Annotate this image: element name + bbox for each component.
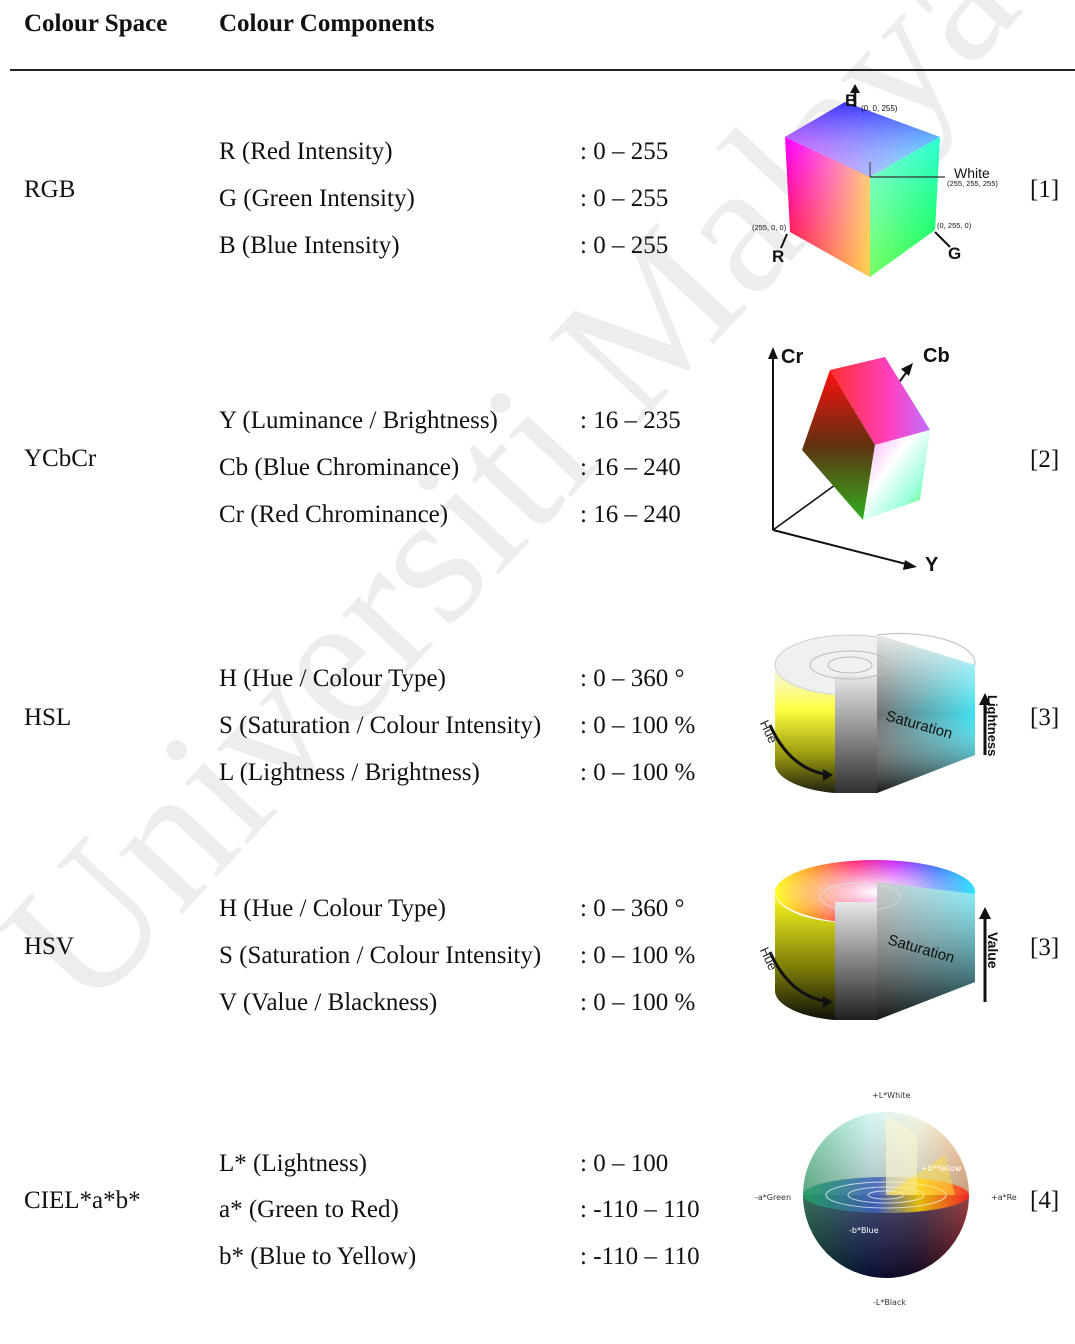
component-label: V (Value / Blackness) bbox=[219, 989, 438, 1016]
component-label: H (Hue / Colour Type) bbox=[219, 665, 446, 692]
axis-y-label: Y bbox=[925, 554, 939, 576]
white-label: White bbox=[954, 165, 990, 181]
component-range: : 0 – 100 % bbox=[580, 712, 696, 739]
reference: [3] bbox=[1030, 704, 1060, 731]
component-label: Cr (Red Chrominance) bbox=[219, 501, 449, 528]
component-label: S (Saturation / Colour Intensity) bbox=[219, 942, 542, 969]
component-label: Y (Luminance / Brightness) bbox=[219, 407, 498, 434]
component-range: : 16 – 235 bbox=[580, 407, 681, 434]
white-coord-label: (255, 255, 255) bbox=[947, 179, 998, 188]
hsl-cylinder-figure: Hue Saturation Lightness bbox=[757, 633, 1000, 793]
axis-g-label: G bbox=[948, 244, 961, 263]
space-name: HSL bbox=[24, 704, 72, 731]
component-label: L (Lightness / Brightness) bbox=[219, 759, 480, 786]
component-range: : 0 – 100 bbox=[580, 1150, 669, 1177]
component-label: B (Blue Intensity) bbox=[219, 232, 400, 259]
a-red-label: +a*Re bbox=[991, 1193, 1017, 1202]
space-name: CIEL*a*b* bbox=[24, 1187, 141, 1214]
value-label: Value bbox=[985, 932, 1001, 969]
hsv-cylinder-figure: Hue Saturation Value bbox=[757, 860, 1001, 1020]
component-label: a* (Green to Red) bbox=[219, 1196, 399, 1223]
header-colour-space: Colour Space bbox=[24, 10, 168, 37]
component-label: H (Hue / Colour Type) bbox=[219, 895, 446, 922]
component-range: : 0 – 255 bbox=[580, 232, 669, 259]
component-label: G (Green Intensity) bbox=[219, 185, 415, 212]
component-label: L* (Lightness) bbox=[219, 1150, 367, 1177]
b-yellow-label: +b*Yellow bbox=[921, 1164, 962, 1173]
component-range: : 0 – 360 ° bbox=[580, 665, 685, 692]
component-range: : 0 – 100 % bbox=[580, 989, 696, 1016]
r-coord-label: (255, 0, 0) bbox=[752, 223, 787, 232]
reference: [2] bbox=[1030, 446, 1060, 473]
component-label: R (Red Intensity) bbox=[219, 138, 393, 165]
component-label: Cb (Blue Chrominance) bbox=[219, 454, 460, 481]
component-range: : -110 – 110 bbox=[580, 1196, 700, 1223]
a-green-label: -a*Green bbox=[755, 1193, 791, 1202]
axis-r-label: R bbox=[772, 247, 784, 266]
component-range: : 0 – 100 % bbox=[580, 759, 696, 786]
axis-cr-label: Cr bbox=[781, 346, 803, 368]
component-label: S (Saturation / Colour Intensity) bbox=[219, 712, 542, 739]
component-range: : 16 – 240 bbox=[580, 454, 681, 481]
reference: [4] bbox=[1030, 1187, 1060, 1214]
component-range: : 0 – 360 ° bbox=[580, 895, 685, 922]
space-name: RGB bbox=[24, 176, 76, 203]
component-label: b* (Blue to Yellow) bbox=[219, 1243, 417, 1270]
space-name: HSV bbox=[24, 933, 75, 960]
cielab-sphere-figure: +L*White -a*Green +a*Re +b*Yellow -b*Blu… bbox=[755, 1091, 1017, 1307]
l-black-label: -L*Black bbox=[873, 1298, 906, 1307]
axis-b-label: B bbox=[845, 91, 857, 110]
header-colour-components: Colour Components bbox=[219, 10, 435, 37]
header-rule bbox=[10, 69, 1075, 71]
ycbcr-figure: Cr Cb Y bbox=[768, 345, 950, 576]
l-white-label: +L*White bbox=[872, 1091, 911, 1100]
b-coord-label: (0, 0, 255) bbox=[861, 104, 898, 113]
reference: [1] bbox=[1030, 176, 1060, 203]
component-range: : 0 – 255 bbox=[580, 185, 669, 212]
component-range: : 0 – 100 % bbox=[580, 942, 696, 969]
g-coord-label: (0, 255, 0) bbox=[937, 221, 972, 230]
component-range: : -110 – 110 bbox=[580, 1243, 700, 1270]
component-range: : 16 – 240 bbox=[580, 501, 681, 528]
lightness-label: Lightness bbox=[985, 695, 1000, 756]
reference: [3] bbox=[1030, 934, 1060, 961]
rgb-cube-figure: B (0, 0, 255) White (255, 255, 255) (255… bbox=[752, 84, 998, 277]
b-blue-label: -b*Blue bbox=[849, 1226, 879, 1235]
space-name: YCbCr bbox=[24, 445, 97, 472]
axis-cb-label: Cb bbox=[923, 345, 950, 367]
component-range: : 0 – 255 bbox=[580, 138, 669, 165]
